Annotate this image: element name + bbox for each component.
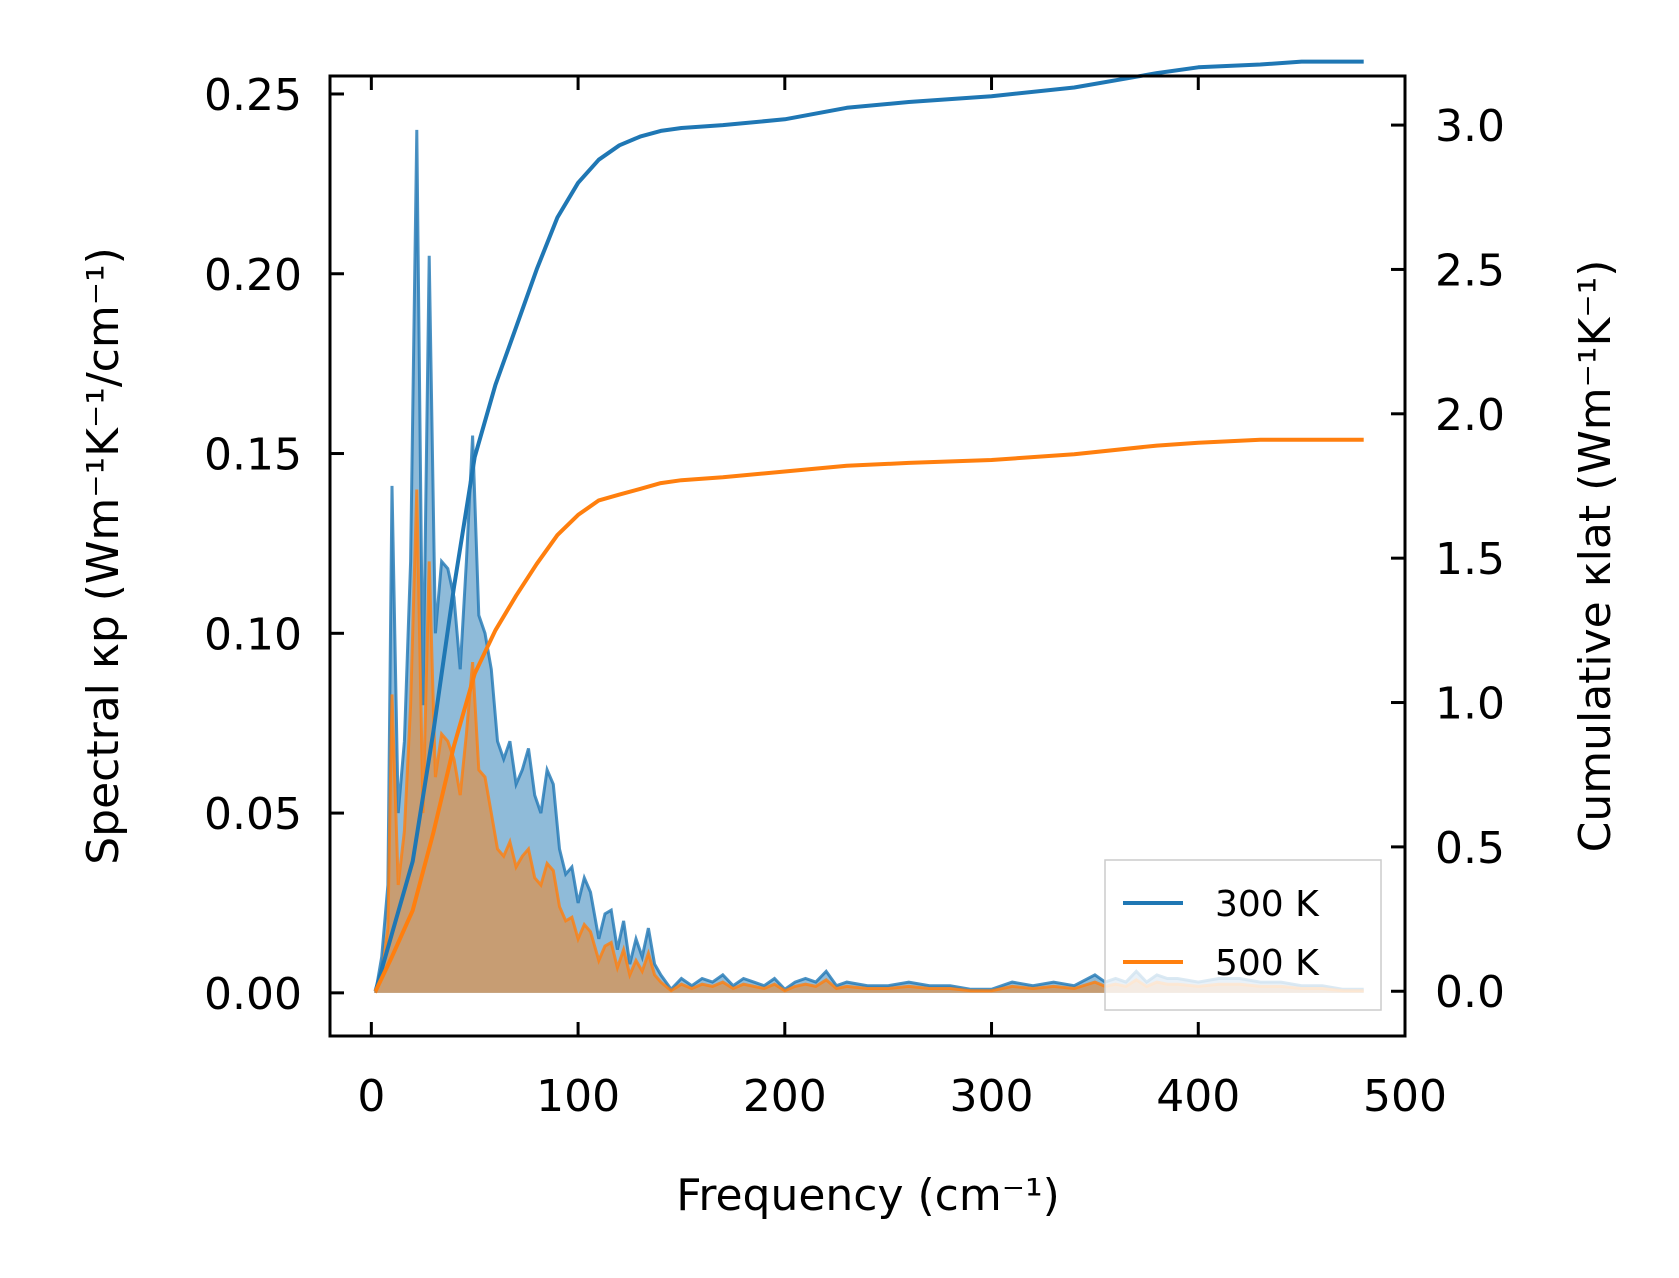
cumulative-line-500k xyxy=(373,437,1364,993)
legend-label-500k: 500 K xyxy=(1215,943,1320,984)
legend: 300 K 500 K xyxy=(1104,859,1382,1011)
x-tick-label: 400 xyxy=(1156,1071,1240,1122)
legend-box xyxy=(1104,859,1382,1011)
y-left-tick-label: 0.25 xyxy=(204,70,302,121)
y-right-tick-label: 2.5 xyxy=(1435,245,1505,296)
x-tick-label: 300 xyxy=(950,1071,1034,1122)
spectral-fill-500k xyxy=(375,489,1364,993)
y-right-tick-label: 1.5 xyxy=(1435,534,1505,585)
x-axis-title: Frequency (cm⁻¹) xyxy=(676,1170,1060,1221)
y-left-tick-label: 0.10 xyxy=(204,609,302,660)
y-left-tick-label: 0.20 xyxy=(204,250,302,301)
y-left-tick-label: 0.05 xyxy=(204,789,302,840)
y-right-axis-title: Cumulative κlat (Wm⁻¹K⁻¹) xyxy=(1570,260,1621,853)
y-left-tick-label: 0.15 xyxy=(204,430,302,481)
x-tick-label: 500 xyxy=(1363,1071,1447,1122)
y-right-tick-label: 3.0 xyxy=(1435,101,1505,152)
x-tick-label: 0 xyxy=(357,1071,385,1122)
y-right-tick-label: 2.0 xyxy=(1435,390,1505,441)
y-left-tick-label: 0.00 xyxy=(204,969,302,1020)
y-right-tick-label: 1.0 xyxy=(1435,679,1505,730)
y-right-tick-label: 0.5 xyxy=(1435,823,1505,874)
y-right-tick-label: 0.0 xyxy=(1435,967,1505,1018)
plot-frame xyxy=(328,74,1407,1038)
cumulative-line-300k xyxy=(373,59,1364,992)
ticks-layer: 0 100 200 300 400 500 0.00 0.05 0.10 0.15 0.20 0.25… xyxy=(204,70,1505,1122)
legend-label-300k: 300 K xyxy=(1215,884,1320,925)
cumulative-series-layer xyxy=(373,59,1364,993)
y-left-axis-title: Spectral κp (Wm⁻¹K⁻¹/cm⁻¹) xyxy=(78,247,129,865)
x-tick-label: 100 xyxy=(536,1071,620,1122)
x-tick-label: 200 xyxy=(743,1071,827,1122)
